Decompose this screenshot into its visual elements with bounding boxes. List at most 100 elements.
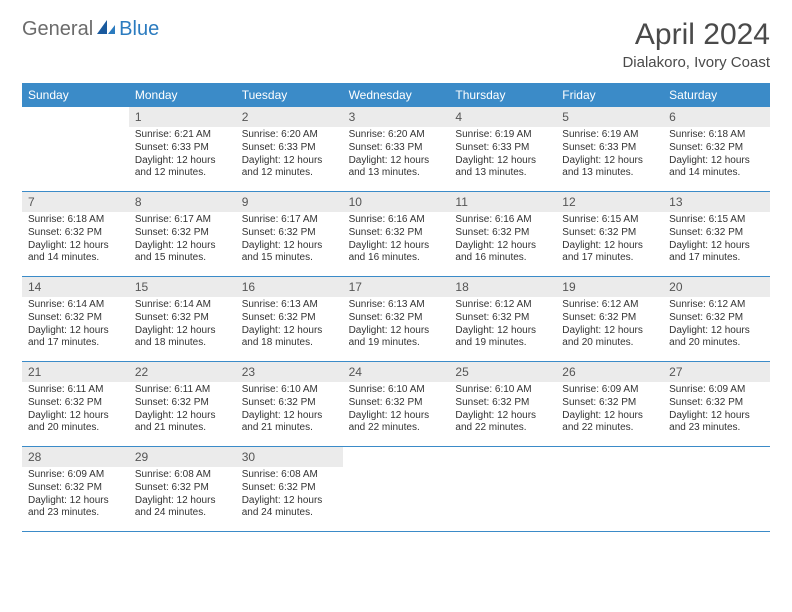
day-cell: 11Sunrise: 6:16 AMSunset: 6:32 PMDayligh…	[449, 192, 556, 276]
location: Dialakoro, Ivory Coast	[622, 54, 770, 71]
day-cell: 1Sunrise: 6:21 AMSunset: 6:33 PMDaylight…	[129, 107, 236, 191]
day-body: Sunrise: 6:19 AMSunset: 6:33 PMDaylight:…	[556, 127, 663, 184]
day-body: Sunrise: 6:16 AMSunset: 6:32 PMDaylight:…	[449, 212, 556, 269]
day-body: Sunrise: 6:18 AMSunset: 6:32 PMDaylight:…	[663, 127, 770, 184]
daylight-text: Daylight: 12 hours and 21 minutes.	[135, 410, 230, 436]
sunrise-text: Sunrise: 6:17 AM	[242, 214, 337, 227]
daylight-text: Daylight: 12 hours and 22 minutes.	[455, 410, 550, 436]
day-cell: 7Sunrise: 6:18 AMSunset: 6:32 PMDaylight…	[22, 192, 129, 276]
day-number: 6	[663, 107, 770, 127]
week-row: 21Sunrise: 6:11 AMSunset: 6:32 PMDayligh…	[22, 362, 770, 447]
day-number: 11	[449, 192, 556, 212]
day-body: Sunrise: 6:15 AMSunset: 6:32 PMDaylight:…	[663, 212, 770, 269]
day-cell: 18Sunrise: 6:12 AMSunset: 6:32 PMDayligh…	[449, 277, 556, 361]
day-header: Thursday	[449, 83, 556, 107]
sunset-text: Sunset: 6:32 PM	[135, 227, 230, 240]
day-number: 16	[236, 277, 343, 297]
week-row: 7Sunrise: 6:18 AMSunset: 6:32 PMDaylight…	[22, 192, 770, 277]
sunset-text: Sunset: 6:32 PM	[242, 397, 337, 410]
sunrise-text: Sunrise: 6:19 AM	[562, 129, 657, 142]
sunrise-text: Sunrise: 6:15 AM	[562, 214, 657, 227]
daylight-text: Daylight: 12 hours and 16 minutes.	[455, 240, 550, 266]
logo-text-general: General	[22, 18, 93, 41]
daylight-text: Daylight: 12 hours and 20 minutes.	[28, 410, 123, 436]
day-number: 9	[236, 192, 343, 212]
day-cell: 20Sunrise: 6:12 AMSunset: 6:32 PMDayligh…	[663, 277, 770, 361]
day-cell: 16Sunrise: 6:13 AMSunset: 6:32 PMDayligh…	[236, 277, 343, 361]
sunset-text: Sunset: 6:32 PM	[669, 142, 764, 155]
sunset-text: Sunset: 6:33 PM	[562, 142, 657, 155]
day-number: 28	[22, 447, 129, 467]
day-number: 15	[129, 277, 236, 297]
sunset-text: Sunset: 6:33 PM	[135, 142, 230, 155]
day-number: 18	[449, 277, 556, 297]
day-cell: 13Sunrise: 6:15 AMSunset: 6:32 PMDayligh…	[663, 192, 770, 276]
daylight-text: Daylight: 12 hours and 23 minutes.	[669, 410, 764, 436]
daylight-text: Daylight: 12 hours and 20 minutes.	[669, 325, 764, 351]
sunset-text: Sunset: 6:32 PM	[135, 312, 230, 325]
day-number: 30	[236, 447, 343, 467]
daylight-text: Daylight: 12 hours and 14 minutes.	[669, 155, 764, 181]
day-cell	[22, 107, 129, 191]
sunrise-text: Sunrise: 6:08 AM	[135, 469, 230, 482]
day-cell: 25Sunrise: 6:10 AMSunset: 6:32 PMDayligh…	[449, 362, 556, 446]
day-number: 14	[22, 277, 129, 297]
day-number: 4	[449, 107, 556, 127]
day-body: Sunrise: 6:13 AMSunset: 6:32 PMDaylight:…	[343, 297, 450, 354]
daylight-text: Daylight: 12 hours and 20 minutes.	[562, 325, 657, 351]
day-body: Sunrise: 6:17 AMSunset: 6:32 PMDaylight:…	[129, 212, 236, 269]
daylight-text: Daylight: 12 hours and 14 minutes.	[28, 240, 123, 266]
daylight-text: Daylight: 12 hours and 12 minutes.	[242, 155, 337, 181]
sunset-text: Sunset: 6:32 PM	[135, 397, 230, 410]
day-body: Sunrise: 6:14 AMSunset: 6:32 PMDaylight:…	[129, 297, 236, 354]
sunrise-text: Sunrise: 6:14 AM	[135, 299, 230, 312]
sunrise-text: Sunrise: 6:12 AM	[669, 299, 764, 312]
daylight-text: Daylight: 12 hours and 22 minutes.	[349, 410, 444, 436]
daylight-text: Daylight: 12 hours and 15 minutes.	[135, 240, 230, 266]
day-number: 22	[129, 362, 236, 382]
day-body: Sunrise: 6:17 AMSunset: 6:32 PMDaylight:…	[236, 212, 343, 269]
day-body: Sunrise: 6:09 AMSunset: 6:32 PMDaylight:…	[663, 382, 770, 439]
sunrise-text: Sunrise: 6:15 AM	[669, 214, 764, 227]
calendar: Sunday Monday Tuesday Wednesday Thursday…	[22, 83, 770, 532]
sunset-text: Sunset: 6:32 PM	[28, 312, 123, 325]
day-cell: 22Sunrise: 6:11 AMSunset: 6:32 PMDayligh…	[129, 362, 236, 446]
daylight-text: Daylight: 12 hours and 16 minutes.	[349, 240, 444, 266]
daylight-text: Daylight: 12 hours and 13 minutes.	[562, 155, 657, 181]
day-number: 25	[449, 362, 556, 382]
sunrise-text: Sunrise: 6:09 AM	[669, 384, 764, 397]
sunset-text: Sunset: 6:32 PM	[349, 227, 444, 240]
title-block: April 2024 Dialakoro, Ivory Coast	[622, 18, 770, 71]
day-body: Sunrise: 6:08 AMSunset: 6:32 PMDaylight:…	[236, 467, 343, 524]
sunset-text: Sunset: 6:32 PM	[562, 397, 657, 410]
day-cell: 8Sunrise: 6:17 AMSunset: 6:32 PMDaylight…	[129, 192, 236, 276]
sunset-text: Sunset: 6:32 PM	[242, 227, 337, 240]
day-number: 27	[663, 362, 770, 382]
week-row: 14Sunrise: 6:14 AMSunset: 6:32 PMDayligh…	[22, 277, 770, 362]
day-cell	[663, 447, 770, 531]
day-body: Sunrise: 6:19 AMSunset: 6:33 PMDaylight:…	[449, 127, 556, 184]
day-cell	[449, 447, 556, 531]
daylight-text: Daylight: 12 hours and 17 minutes.	[669, 240, 764, 266]
header: General Blue April 2024 Dialakoro, Ivory…	[22, 18, 770, 71]
day-body: Sunrise: 6:10 AMSunset: 6:32 PMDaylight:…	[449, 382, 556, 439]
day-cell: 23Sunrise: 6:10 AMSunset: 6:32 PMDayligh…	[236, 362, 343, 446]
sunrise-text: Sunrise: 6:13 AM	[349, 299, 444, 312]
sunset-text: Sunset: 6:32 PM	[669, 227, 764, 240]
day-header: Sunday	[22, 83, 129, 107]
sunrise-text: Sunrise: 6:16 AM	[455, 214, 550, 227]
sunset-text: Sunset: 6:32 PM	[349, 397, 444, 410]
day-body: Sunrise: 6:10 AMSunset: 6:32 PMDaylight:…	[236, 382, 343, 439]
day-cell	[343, 447, 450, 531]
sunset-text: Sunset: 6:32 PM	[135, 482, 230, 495]
day-cell: 30Sunrise: 6:08 AMSunset: 6:32 PMDayligh…	[236, 447, 343, 531]
sunrise-text: Sunrise: 6:20 AM	[242, 129, 337, 142]
sunset-text: Sunset: 6:32 PM	[349, 312, 444, 325]
sunrise-text: Sunrise: 6:08 AM	[242, 469, 337, 482]
day-header: Monday	[129, 83, 236, 107]
day-cell: 28Sunrise: 6:09 AMSunset: 6:32 PMDayligh…	[22, 447, 129, 531]
day-number: 5	[556, 107, 663, 127]
day-cell: 14Sunrise: 6:14 AMSunset: 6:32 PMDayligh…	[22, 277, 129, 361]
day-number: 3	[343, 107, 450, 127]
sunrise-text: Sunrise: 6:21 AM	[135, 129, 230, 142]
